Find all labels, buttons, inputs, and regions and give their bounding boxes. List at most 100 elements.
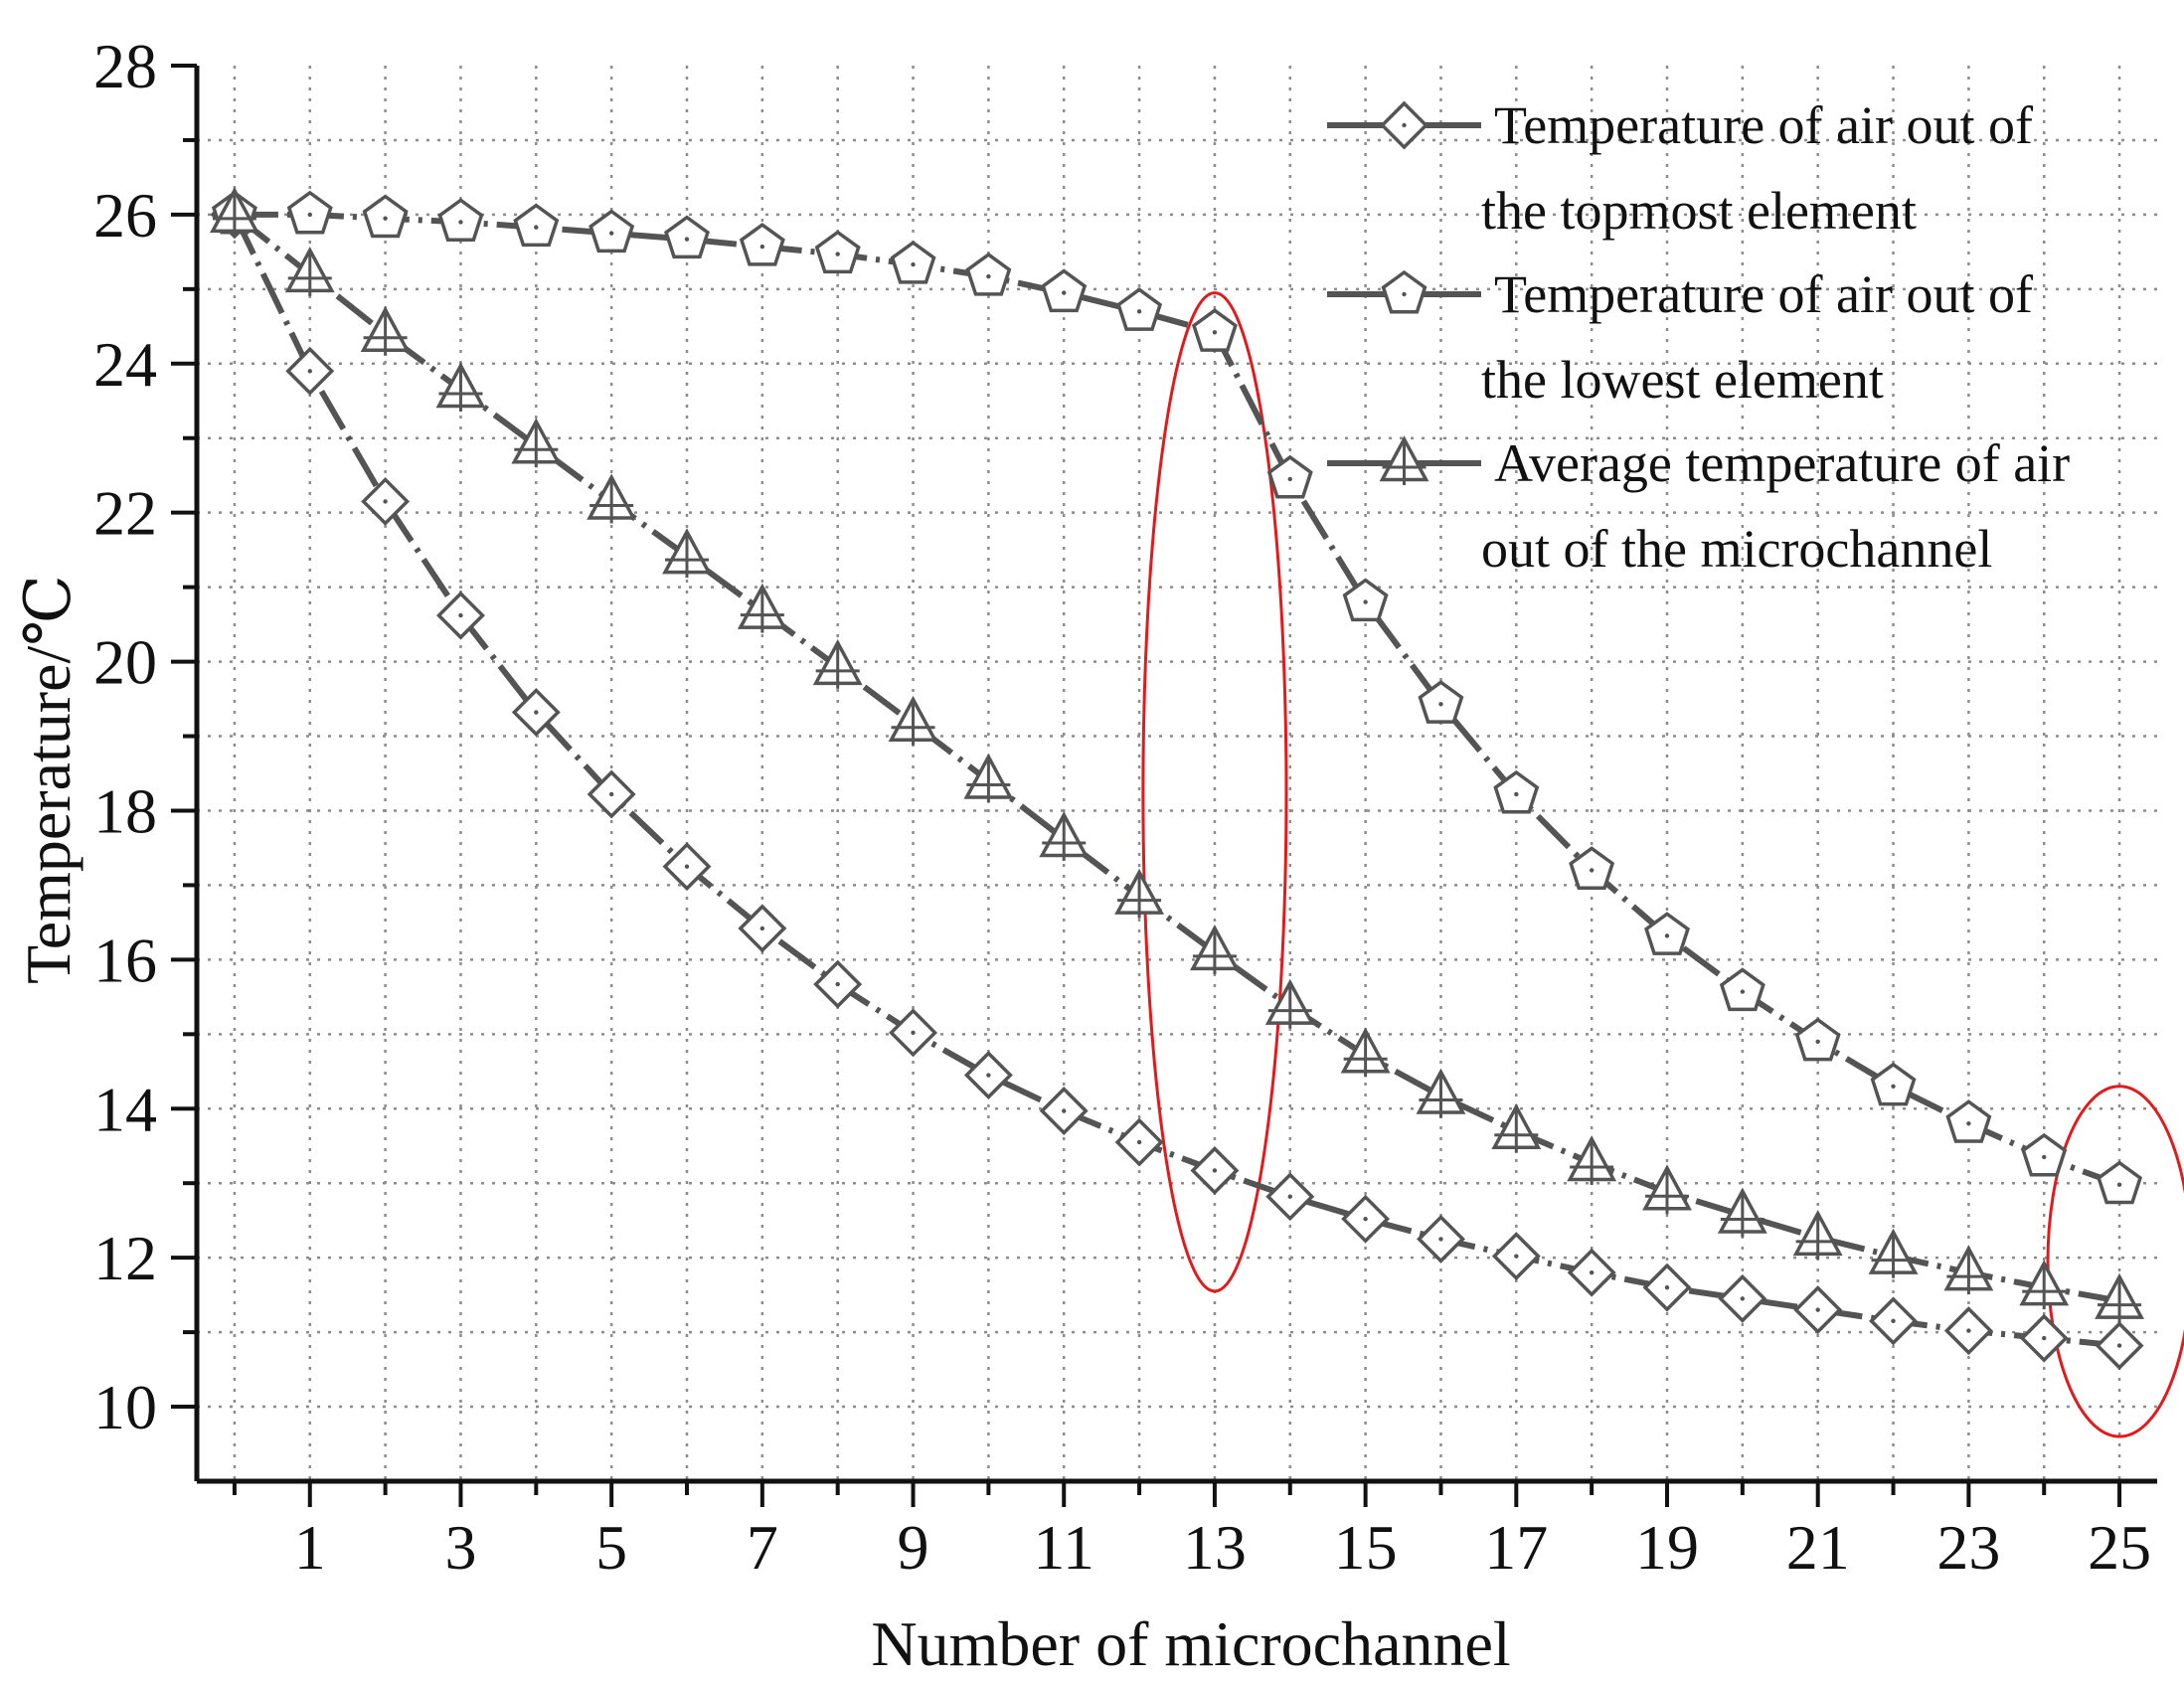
tick-labels: 1 3 5 7 9 11 13 15 17 19 21 23 251012141618202224262… [93,31,2151,1583]
series-3 [209,187,2145,1323]
data-point [1416,1068,1466,1118]
data-point [2019,1260,2070,1310]
y-tick-label: 26 [93,180,157,251]
data-point [1340,1027,1391,1078]
data-point [361,476,411,526]
data-point [1793,1285,1843,1335]
data-point [435,362,486,413]
data-point [587,769,636,819]
data-point [513,203,560,248]
data-point [813,959,863,1009]
x-tick-label: 3 [444,1512,476,1583]
legend: Temperature of air out of the topmost ele… [1327,95,2070,579]
x-tick-label: 25 [2088,1512,2151,1583]
series-layer [209,187,2145,1371]
data-point [965,252,1012,296]
y-tick-label: 24 [93,329,157,400]
annotations [1141,291,2184,1438]
data-point [1943,1306,1993,1356]
data-point [1644,912,1690,955]
data-point [1041,268,1088,313]
highlight-ellipse [2046,1085,2184,1438]
x-axis-title: Number of microchannel [871,1608,1510,1679]
data-point [209,187,259,237]
legend-item-3: Average temperature of air out of the mic… [1327,433,2070,579]
data-point [1491,1232,1541,1281]
data-point [1719,967,1765,1012]
data-point [1567,1248,1616,1297]
data-point [284,246,335,296]
y-tick-label: 22 [93,478,157,549]
x-tick-label: 7 [747,1512,778,1583]
x-tick-label: 15 [1334,1512,1398,1583]
legend-marker [1381,269,1428,314]
legend-label: Temperature of air out of [1494,95,2033,155]
data-point [360,305,411,356]
data-point [1642,1164,1692,1215]
y-tick-label: 28 [93,31,157,101]
y-tick-label: 18 [93,775,157,846]
data-point [362,194,409,239]
data-point [1642,1263,1692,1312]
data-point [511,688,561,738]
legend-item-2: Temperature of air out of the lowest elem… [1327,264,2033,410]
x-tick-label: 21 [1786,1512,1850,1583]
series-2 [211,190,2143,1205]
x-tick-label: 9 [898,1512,929,1583]
data-point [1792,1210,1843,1260]
data-point [1869,1296,1919,1346]
y-tick-label: 16 [93,925,157,995]
data-point [1493,769,1540,814]
data-point [437,198,484,242]
data-point [1491,1102,1542,1153]
highlight-ellipse [1141,291,1288,1293]
legend-marker [1379,435,1429,485]
x-tick-label: 19 [1635,1512,1699,1583]
legend-label: Temperature of air out of [1494,264,2033,324]
y-axis-title: Temperature/℃ [13,575,84,984]
data-point [739,222,785,266]
data-point [2021,1132,2068,1177]
data-point [814,230,861,274]
axes [171,64,2157,1507]
data-point [812,638,863,689]
data-point [1265,1172,1315,1222]
data-point [1039,811,1090,861]
data-point [889,1008,938,1058]
y-tick-label: 14 [93,1074,157,1144]
y-tick-label: 20 [93,627,157,698]
data-point [511,418,562,468]
data-point [963,753,1014,803]
data-point [435,590,485,640]
data-point [1264,978,1315,1029]
x-tick-label: 11 [1033,1512,1094,1583]
data-point [286,190,333,235]
data-point [1868,1228,1919,1278]
y-tick-label: 12 [93,1223,157,1293]
data-point [1945,1099,1992,1143]
data-point [2095,1321,2144,1371]
data-point [1567,1135,1617,1185]
data-point [890,240,936,284]
data-point [664,215,710,259]
data-point [2097,1160,2143,1205]
legend-label: out of the microchannel [1481,519,1992,579]
data-point [1114,1117,1164,1167]
data-point [2019,1313,2069,1363]
data-point [1116,287,1163,331]
x-tick-label: 23 [1936,1512,2000,1583]
x-tick-label: 17 [1484,1512,1548,1583]
data-point [1416,1214,1465,1264]
data-point [1266,454,1313,499]
data-point [1870,1062,1917,1106]
data-point [2095,1272,2145,1323]
x-tick-label: 13 [1183,1512,1247,1583]
data-point [587,473,637,524]
series-line [232,213,2120,1349]
data-point [737,583,787,633]
data-point [1189,924,1240,974]
data-point [1794,1017,1841,1062]
data-point [963,1051,1013,1100]
